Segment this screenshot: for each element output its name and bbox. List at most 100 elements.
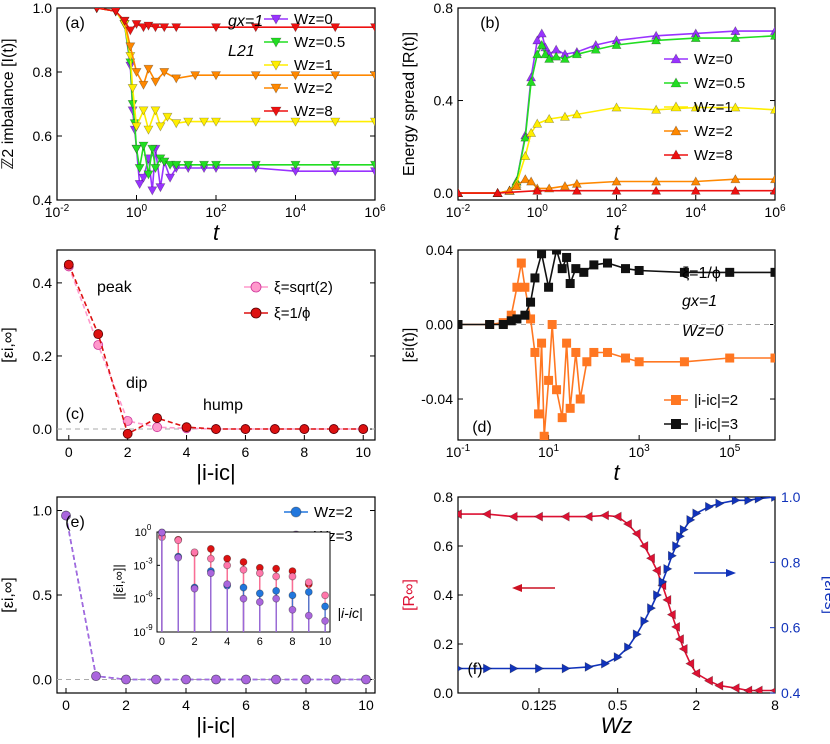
data-point [481,509,491,520]
legend-label: ξ=sqrt(2) [274,279,333,296]
data-point [369,117,375,127]
data-point [557,264,567,274]
data-point [183,117,194,127]
data-point [690,102,701,112]
panel-b: 10-2 100 102 104 106 0.0 0.4 0.8 t Energy spread … [401,0,786,245]
data-point [690,32,701,42]
data-point [131,144,142,154]
data-point [125,42,136,52]
data-layer [458,26,775,197]
data-point [730,32,741,42]
data-point [181,674,191,685]
y-right-axis-label: [εres] [821,576,830,614]
inset-point [288,591,297,600]
data-point [544,375,554,385]
x-tick-label: 104 [285,203,307,220]
data-point [690,185,701,195]
inset-point [255,569,264,577]
legend-label: Wz=1 [694,99,733,116]
data-layer [458,250,775,440]
inset-point [190,548,199,557]
y-tick-label: 0.2 [434,636,454,652]
annotation-gx: gx=1 [228,13,263,30]
data-point [369,23,375,33]
data-point [552,385,562,395]
data-point [651,185,662,195]
y-axis-label: [εi(t)] [401,328,418,363]
data-point [328,424,339,434]
data-point [551,51,562,61]
data-point [458,187,464,197]
legend-label: ξ=1/ϕ [274,305,310,322]
x-tick-label: 2 [692,697,700,713]
data-point [165,160,176,170]
data-point [520,150,531,160]
data-point [651,565,661,576]
data-point [299,424,310,434]
data-point [119,16,130,26]
data-point [579,267,589,277]
data-point [131,122,142,132]
data-point [131,68,142,78]
x-tick-label: 100 [527,203,549,220]
data-point [532,35,543,45]
y-tick-label: 0.0 [434,685,454,701]
data-point [111,8,121,17]
legend-marker [270,14,282,25]
inset-x-tick-label: 10 [319,636,331,648]
x-tick-label: 10 [358,697,374,713]
data-point [152,422,163,433]
legend: Wz=0 Wz=0.5 Wz=1 Wz=2 Wz=8 [264,11,345,120]
data-point [498,320,508,330]
panel-label: (b) [480,15,500,32]
legend-label: Wz=8 [694,147,733,164]
data-point [540,49,551,59]
x-tick-label: 10 [355,444,371,460]
x-axis-label: |i-ic| [196,460,236,485]
data-point [250,23,261,33]
legend-marker [670,101,682,112]
data-point [159,68,170,78]
data-point [575,394,585,404]
legend-marker [290,506,302,518]
data-point [679,267,689,277]
data-point [537,338,547,348]
arrow-right-head [726,569,736,577]
inset-point [206,569,215,577]
x-tick-label: 0.125 [521,697,556,713]
inset-point [223,554,232,563]
data-point [301,674,311,685]
data-point [241,674,251,685]
data-point [506,316,516,326]
panel-e: 0 2 4 6 8 100.00.51.0|i-ic|[εi,∞](e)Wz=2Wz=30… [0,496,376,738]
data-layer [458,497,775,693]
data-point [601,658,611,669]
data-point [159,23,170,33]
data-point [526,76,537,86]
data-point [492,187,503,197]
data-point [715,498,725,509]
y-tick-label: 0.0 [33,421,53,437]
y-right-tick-label: 0.4 [781,685,801,701]
data-point [458,665,464,672]
y-axis-label: [εi,∞] [0,327,17,362]
data-point [93,8,100,14]
inset-x-label: |i-ic| [337,605,362,621]
x-tick-label: 6 [242,697,250,713]
inset-point [239,565,248,574]
x-tick-label: 0 [65,444,73,460]
data-point [150,164,161,174]
x-tick-label: 101 [538,443,560,460]
x-tick-label: 104 [685,203,707,220]
inset-point [174,553,183,562]
data-point [552,250,562,255]
data-point [526,314,536,324]
inset-point [174,536,183,545]
data-point [122,428,133,439]
data-point [730,185,741,195]
data-point [290,71,301,81]
axis-ticks: 0 2 4 6 8 10 0.0 0.5 1.0 [33,503,375,713]
inset-point [190,584,199,593]
x-tick-label: 10-2 [45,203,70,220]
